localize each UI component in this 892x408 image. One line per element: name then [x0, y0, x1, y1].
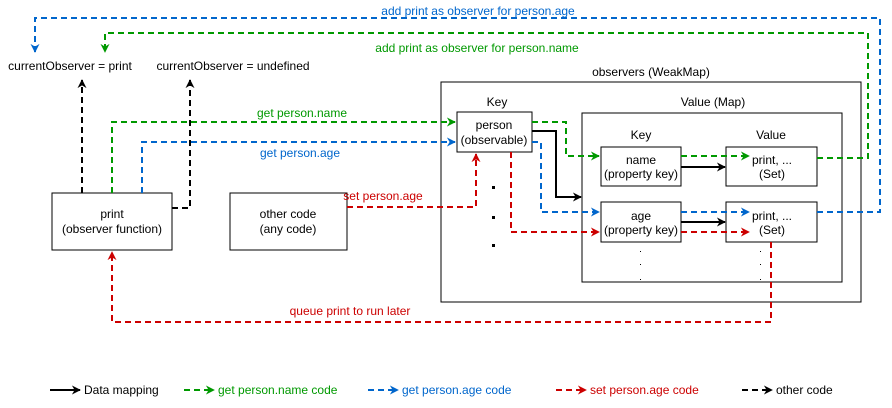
set-age-arrow: [347, 153, 481, 208]
print-desc: (observer function): [62, 222, 162, 236]
value-map-title: Value (Map): [681, 95, 745, 109]
name-key: name: [626, 153, 656, 167]
inner-value-title: Value: [756, 128, 786, 142]
person-to-map-arrow: [532, 130, 582, 202]
set-age-label: set person.age: [343, 189, 423, 203]
person-name: person: [476, 118, 513, 132]
get-age-label: get person.age: [260, 146, 340, 160]
legend-label-set-age: set person.age code: [590, 383, 699, 397]
key-title: Key: [487, 95, 508, 109]
current-undefined-arrow: [172, 79, 195, 209]
add-name-label: add print as observer for person.name: [375, 41, 579, 55]
age-key-desc: (property key): [604, 223, 678, 237]
person-to-name-green: [532, 121, 600, 161]
name-key-desc: (property key): [604, 167, 678, 181]
person-to-age-red: [510, 152, 600, 237]
set1-name: print, ...: [752, 153, 792, 167]
print-name: print: [100, 207, 124, 221]
age-key: age: [631, 209, 651, 223]
current-undefined-label: currentObserver = undefined: [156, 59, 309, 73]
set1-desc: (Set): [759, 167, 785, 181]
queue-arrow: [107, 242, 772, 323]
legend-label-other: other code: [776, 383, 833, 397]
legend-label-get-name: get person.name code: [218, 383, 338, 397]
get-name-arrow: [111, 117, 456, 193]
add-name-arrow: [100, 32, 869, 159]
set2-desc: (Set): [759, 223, 785, 237]
age-key-box: [600, 201, 682, 243]
legend-label-get-age: get person.age code: [402, 383, 512, 397]
value-map-box: [581, 112, 843, 283]
legend: Data mapping get person.name code get pe…: [50, 383, 833, 397]
person-to-age-blue: [532, 141, 600, 217]
other-desc: (any code): [260, 222, 317, 236]
set2-name: print, ...: [752, 209, 792, 223]
add-age-label: add print as observer for person.age: [381, 4, 575, 18]
current-print-label: currentObserver = print: [8, 59, 132, 73]
ellipsis-dots: [492, 186, 761, 280]
other-code-box: [229, 192, 348, 251]
print-box: [51, 192, 173, 251]
observers-title: observers (WeakMap): [592, 65, 710, 79]
other-name: other code: [260, 207, 317, 221]
queue-label: queue print to run later: [290, 304, 411, 318]
person-desc: (observable): [461, 133, 528, 147]
get-age-arrow: [141, 137, 456, 193]
get-name-label: get person.name: [257, 106, 347, 120]
name-key-box: [600, 146, 682, 187]
legend-label-data-mapping: Data mapping: [84, 383, 159, 397]
add-age-arrow: [30, 17, 881, 213]
inner-key-title: Key: [631, 128, 652, 142]
